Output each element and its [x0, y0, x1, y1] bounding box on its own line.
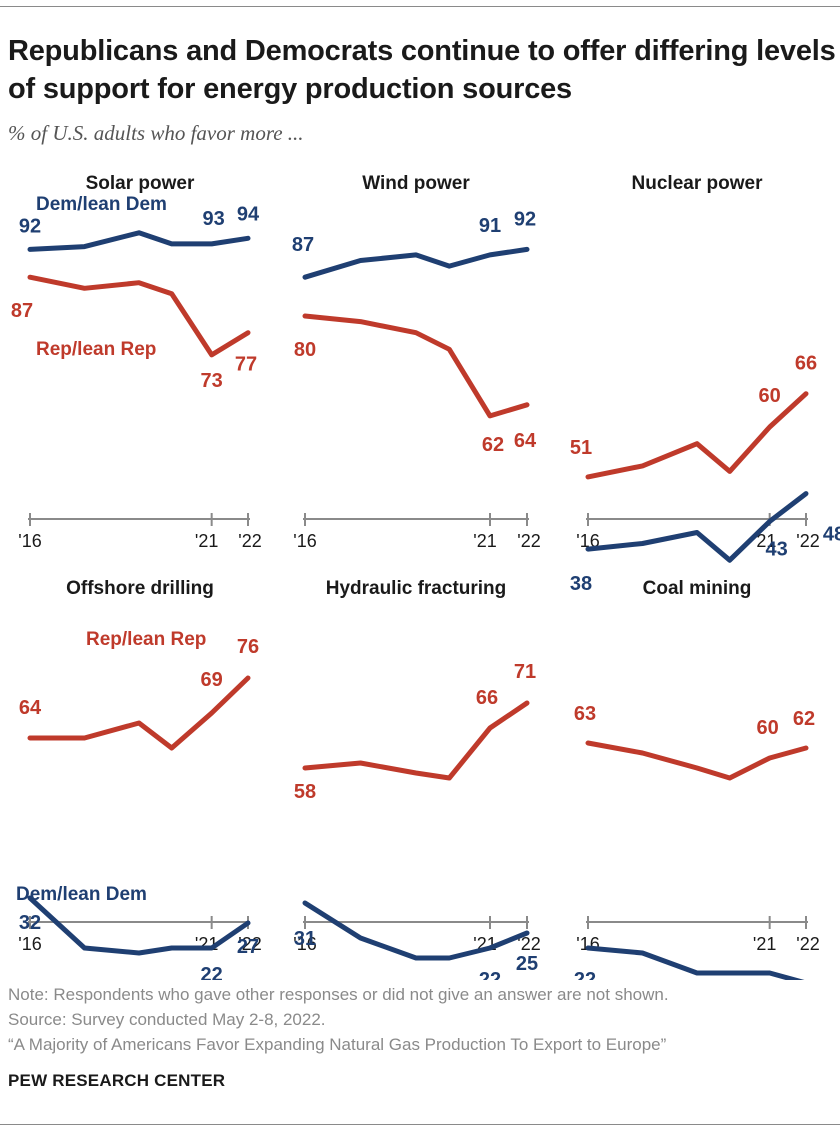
x-tick-label-offshore-drilling: '16	[18, 934, 41, 954]
small-multiples-chart: Solar power '16 '21 '22 92 93 94 87 73 77 Wind pow…	[11, 173, 840, 980]
legend-rep-solar: Rep/lean Rep	[36, 339, 156, 360]
rep-label-offshore-drilling: 64	[19, 697, 42, 719]
x-tick-label-coal-mining: '22	[796, 934, 819, 954]
panel-title-solar-power: Solar power	[86, 173, 195, 194]
dem-label-nuclear-power: 48	[823, 524, 840, 546]
dem-label-wind-power: 87	[292, 234, 314, 256]
rep-line-solar-power	[27, 274, 251, 358]
dem-line-nuclear-power	[585, 491, 809, 563]
rep-label-coal-mining: 63	[574, 703, 596, 725]
dem-label-hydraulic-fracturing: 31	[294, 928, 316, 950]
rep-label-nuclear-power: 51	[570, 437, 592, 459]
dem-label-nuclear-power: 43	[766, 538, 788, 560]
dem-label-solar-power: 94	[237, 203, 260, 225]
rep-line-coal-mining	[585, 740, 809, 781]
x-tick-label-nuclear-power: '22	[796, 531, 819, 551]
rep-line-nuclear-power	[585, 391, 809, 480]
chart-subtitle: % of U.S. adults who favor more ...	[8, 121, 304, 145]
dem-label-offshore-drilling: 32	[19, 912, 41, 934]
rep-label-coal-mining: 62	[793, 708, 815, 730]
bottom-rule	[0, 1124, 840, 1125]
x-tick-label-solar-power: '16	[18, 531, 41, 551]
rep-label-nuclear-power: 66	[795, 353, 817, 375]
rep-label-solar-power: 87	[11, 300, 33, 322]
x-tick-label-wind-power: '22	[517, 531, 540, 551]
dem-line-solar-power	[27, 230, 251, 252]
dem-label-hydraulic-fracturing: 22	[479, 969, 501, 980]
dem-line-hydraulic-fracturing	[302, 900, 530, 961]
x-tick-label-solar-power: '21	[195, 531, 218, 551]
rep-label-hydraulic-fracturing: 71	[514, 661, 536, 683]
rep-label-wind-power: 64	[514, 430, 537, 452]
x-tick-label-solar-power: '22	[238, 531, 261, 551]
dem-line-wind-power	[302, 246, 530, 280]
rep-label-wind-power: 80	[294, 339, 316, 361]
rep-label-coal-mining: 60	[757, 717, 779, 739]
panel-title-offshore-drilling: Offshore drilling	[66, 578, 214, 599]
top-rule	[0, 6, 840, 7]
dem-label-hydraulic-fracturing: 25	[516, 953, 538, 975]
pew-logo-text: PEW RESEARCH CENTER	[8, 1071, 226, 1090]
x-tick-label-nuclear-power: '21	[753, 531, 776, 551]
panel-title-hydraulic-fracturing: Hydraulic fracturing	[326, 578, 507, 599]
x-tick-label-hydraulic-fracturing: '22	[517, 934, 540, 954]
note-text: Note: Respondents who gave other respons…	[8, 985, 669, 1004]
rep-label-hydraulic-fracturing: 58	[294, 781, 316, 803]
rep-label-offshore-drilling: 69	[201, 669, 223, 691]
rep-label-solar-power: 73	[201, 370, 223, 392]
dem-label-offshore-drilling: 27	[237, 936, 259, 958]
panel-title-coal-mining: Coal mining	[643, 578, 752, 599]
chart-title: Republicans and Democrats continue to of…	[8, 35, 836, 105]
rep-label-offshore-drilling: 76	[237, 636, 259, 658]
dem-line-offshore-drilling	[27, 895, 251, 956]
dem-label-nuclear-power: 38	[570, 573, 592, 595]
dem-label-solar-power: 93	[203, 208, 225, 230]
rep-label-nuclear-power: 60	[759, 385, 781, 407]
dem-label-coal-mining: 22	[574, 969, 596, 980]
x-tick-label-wind-power: '16	[293, 531, 316, 551]
dem-label-wind-power: 91	[479, 215, 501, 237]
rep-line-hydraulic-fracturing	[302, 700, 530, 781]
source-text: Source: Survey conducted May 2-8, 2022.	[8, 1010, 326, 1029]
rep-label-hydraulic-fracturing: 66	[476, 687, 498, 709]
dem-label-offshore-drilling: 22	[201, 964, 223, 980]
x-tick-label-hydraulic-fracturing: '16	[293, 934, 316, 954]
dem-label-solar-power: 92	[19, 215, 41, 237]
panel-title-nuclear-power: Nuclear power	[632, 173, 764, 194]
x-tick-label-wind-power: '21	[473, 531, 496, 551]
x-tick-label-offshore-drilling: '22	[238, 934, 261, 954]
report-title-text: “A Majority of Americans Favor Expanding…	[8, 1035, 667, 1054]
panel-title-wind-power: Wind power	[362, 173, 470, 194]
legend-rep-offshore: Rep/lean Rep	[86, 629, 206, 650]
rep-label-solar-power: 77	[235, 354, 257, 376]
dem-line-coal-mining	[585, 945, 805, 980]
rep-line-offshore-drilling	[27, 675, 251, 751]
rep-label-wind-power: 62	[482, 434, 504, 456]
rep-line-wind-power	[302, 313, 530, 419]
legend-dem-solar: Dem/lean Dem	[36, 194, 167, 215]
legend-dem-offshore: Dem/lean Dem	[16, 884, 147, 905]
dem-label-wind-power: 92	[514, 208, 536, 230]
x-tick-label-coal-mining: '21	[753, 934, 776, 954]
